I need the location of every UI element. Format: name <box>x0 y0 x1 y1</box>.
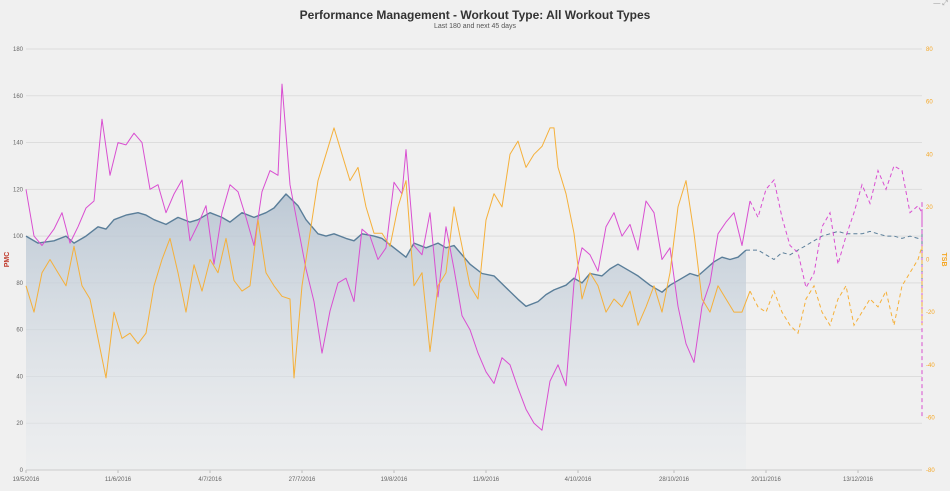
series-2-line-projection <box>749 246 923 335</box>
ctl-area <box>26 194 746 470</box>
menu-icon[interactable]: — <box>933 0 941 7</box>
x-tick-label: 11/9/2016 <box>473 477 500 483</box>
y-right-tick-label: -80 <box>926 468 935 474</box>
y-left-tick-label: 140 <box>13 141 24 147</box>
y-left-tick-label: 20 <box>16 421 23 427</box>
x-tick-label: 11/6/2016 <box>105 477 132 483</box>
y-right-tick-label: 40 <box>926 152 933 158</box>
series-2-line <box>25 127 751 379</box>
y-left-axis-title: PMC <box>4 252 11 268</box>
x-tick-label: 13/12/2016 <box>843 477 874 483</box>
series-0-line-projection <box>746 229 923 290</box>
y-right-tick-label: -20 <box>926 310 935 316</box>
y-left-tick-label: 160 <box>13 94 24 100</box>
y-right-tick-label: 0 <box>926 258 930 264</box>
y-left-tick-label: 40 <box>16 374 23 380</box>
y-left-tick-label: 60 <box>16 328 23 334</box>
series-1-line <box>25 83 751 431</box>
y-left-tick-label: 100 <box>13 234 24 240</box>
expand-icon[interactable]: ⤢ <box>942 0 948 7</box>
y-right-tick-label: 80 <box>926 47 933 53</box>
x-tick-label: 20/11/2016 <box>751 477 781 483</box>
y-left-tick-label: 180 <box>13 47 24 53</box>
x-tick-label: 28/10/2016 <box>659 477 690 483</box>
y-right-axis-title: TSB <box>940 253 947 267</box>
y-right-tick-label: -60 <box>926 415 935 421</box>
chart-toolbar: — ⤢ <box>933 0 948 8</box>
chart-subtitle: Last 180 and next 45 days <box>433 23 517 30</box>
y-right-tick-label: 60 <box>926 100 933 106</box>
y-left-tick-label: 120 <box>13 187 24 193</box>
chart-title: Performance Management - Workout Type: A… <box>299 8 651 22</box>
series-1-line-projection <box>749 165 923 419</box>
x-tick-label: 27/7/2016 <box>289 477 316 483</box>
y-left-tick-label: 80 <box>16 281 23 287</box>
y-left-tick-label: 0 <box>20 468 24 474</box>
x-tick-label: 19/8/2016 <box>381 477 408 483</box>
series-0-line <box>25 193 747 307</box>
x-tick-label: 19/5/2016 <box>13 477 40 483</box>
x-tick-label: 4/10/2016 <box>565 477 592 483</box>
y-right-tick-label: -40 <box>926 363 935 369</box>
x-tick-label: 4/7/2016 <box>198 477 222 483</box>
y-right-tick-label: 20 <box>926 205 933 211</box>
